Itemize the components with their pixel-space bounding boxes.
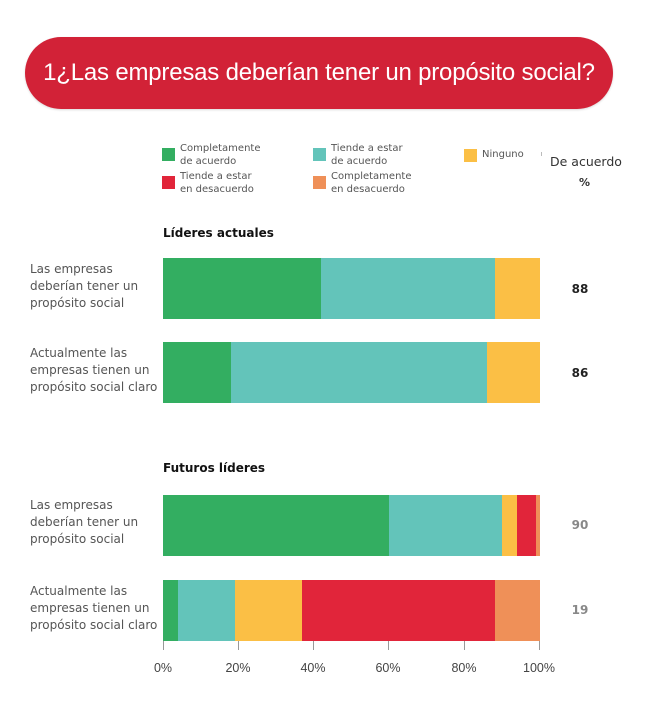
row-label: Actualmente las empresas tienen un propó… (30, 346, 158, 394)
legend-swatch (162, 148, 175, 161)
chart-title: 1¿Las empresas deberían tener un propósi… (43, 59, 595, 86)
bar-segment-ninguno (487, 342, 540, 403)
x-axis-tick-label: 80% (451, 661, 477, 675)
x-axis-tick (539, 641, 540, 650)
x-axis-tick (464, 641, 465, 650)
bar-segment-completamente-de-acuerdo (163, 495, 390, 556)
x-axis-tick-label: 0% (153, 661, 173, 675)
legend-swatch (464, 149, 477, 162)
legend-swatch (313, 148, 326, 161)
x-axis-tick-label: 40% (300, 661, 326, 675)
x-axis-tick (313, 641, 314, 650)
bar-segment-tiende-a-estar-en-desacuerdo (302, 580, 495, 641)
legend-swatch (313, 176, 326, 189)
x-axis-tick-label: 100% (523, 661, 555, 675)
legend-label: Tiende a estar en desacuerdo (180, 171, 254, 195)
bar-segment-ninguno (494, 258, 540, 319)
legend-label: Ninguno (482, 149, 524, 160)
legend-swatch (162, 176, 175, 189)
x-axis-tick (388, 641, 389, 650)
legend-separator (541, 152, 542, 156)
group-title-futuros-lideres: Futuros líderes (163, 461, 266, 475)
stacked-bar (163, 495, 540, 556)
stacked-bar (163, 342, 540, 403)
group-title-lideres-actuales: Líderes actuales (163, 226, 274, 240)
bar-segment-completamente-en-desacuerdo (536, 495, 540, 556)
row-label: Las empresas deberían tener un propósito… (30, 498, 139, 546)
row-label: Actualmente las empresas tienen un propó… (30, 584, 158, 632)
legend-label: Tiende a estar de acuerdo (331, 143, 403, 167)
column-header-unit: % (579, 176, 591, 189)
row-label: Las empresas deberían tener un propósito… (30, 262, 139, 310)
bar-segment-completamente-en-desacuerdo (494, 580, 540, 641)
bar-segment-ninguno (502, 495, 518, 556)
legend-label: Completamente de acuerdo (180, 143, 261, 167)
column-header-de-acuerdo: De acuerdo (550, 154, 622, 169)
agree-value: 86 (571, 366, 589, 380)
agree-value: 90 (571, 518, 589, 532)
x-axis-tick-label: 60% (375, 661, 401, 675)
title-banner: 1¿Las empresas deberían tener un propósi… (25, 37, 613, 109)
bar-segment-tiende-a-estar-de-acuerdo (321, 258, 495, 319)
bar-segment-tiende-a-estar-de-acuerdo (389, 495, 503, 556)
agree-value: 19 (571, 603, 589, 617)
stacked-bar (163, 258, 540, 319)
bar-segment-completamente-de-acuerdo (163, 580, 179, 641)
x-axis-tick-label: 20% (225, 661, 251, 675)
bar-segment-tiende-a-estar-de-acuerdo (178, 580, 235, 641)
bar-segment-ninguno (234, 580, 303, 641)
stacked-bar (163, 580, 540, 641)
x-axis-tick (238, 641, 239, 650)
legend-label: Completamente en desacuerdo (331, 171, 412, 195)
bar-segment-completamente-de-acuerdo (163, 258, 322, 319)
bar-segment-tiende-a-estar-en-desacuerdo (517, 495, 537, 556)
bar-segment-completamente-de-acuerdo (163, 342, 231, 403)
x-axis-tick (163, 641, 164, 650)
bar-segment-tiende-a-estar-de-acuerdo (230, 342, 488, 403)
agree-value: 88 (571, 282, 589, 296)
